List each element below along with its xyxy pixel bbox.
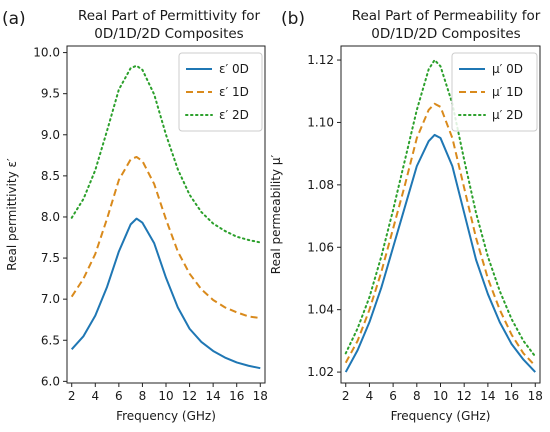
series-line-solid: [70, 217, 261, 370]
y-tick-label: 7.5: [41, 251, 60, 265]
panel-label: (a): [2, 9, 26, 29]
legend-entry-label: ε′ 0D: [219, 62, 249, 76]
y-tick-label: 8.5: [41, 169, 60, 183]
x-axis-label: Frequency (GHz): [116, 409, 216, 423]
legend-entry-label: μ′ 1D: [492, 85, 523, 99]
y-tick-label: 7.0: [41, 292, 60, 306]
x-tick-label: 12: [182, 389, 197, 403]
y-tick-label: 9.5: [41, 87, 60, 101]
series-line-dashed: [344, 102, 536, 367]
series-line-dotted: [344, 59, 537, 358]
legend-box: [178, 52, 263, 132]
x-tick-label: 2: [68, 389, 76, 403]
y-tick-label: 1.02: [307, 365, 334, 379]
series-line-solid: [344, 133, 536, 373]
chart-title-line: 0D/1D/2D Composites: [371, 26, 520, 42]
legend-box: [451, 52, 538, 132]
y-tick-label: 8.0: [41, 210, 60, 224]
y-tick-label: 1.04: [307, 303, 334, 317]
y-tick-label: 10.0: [33, 46, 60, 60]
y-axis-label: Real permeability μ′: [269, 155, 283, 275]
x-tick-label: 18: [253, 389, 268, 403]
x-tick-label: 14: [480, 389, 495, 403]
x-tick-label: 2: [342, 389, 350, 403]
x-tick-label: 12: [457, 389, 472, 403]
y-axis-label: Real permittivity ε′: [5, 158, 19, 271]
x-tick-label: 4: [91, 389, 99, 403]
legend: ε′ 0D ε′ 1D ε′ 2D: [178, 52, 263, 132]
y-tick-label: 6.5: [41, 333, 60, 347]
chart-panel-0: (a) Real Part of Permittivity for 0D/1D/2D…: [2, 8, 268, 423]
y-tick-label: 6.0: [41, 374, 60, 388]
x-tick-label: 16: [504, 389, 519, 403]
x-tick-label: 8: [139, 389, 147, 403]
x-tick-label: 6: [115, 389, 123, 403]
x-tick-label: 10: [433, 389, 448, 403]
chart-panel-1: (b) Real Part of Permeability for 0D/1D/2D…: [269, 8, 543, 423]
panel-label: (b): [281, 9, 305, 29]
x-tick-label: 4: [366, 389, 374, 403]
x-axis-label: Frequency (GHz): [391, 409, 491, 423]
y-tick-label: 1.08: [307, 178, 334, 192]
legend-entry-label: ε′ 2D: [219, 108, 249, 122]
y-tick-label: 1.12: [307, 53, 334, 67]
x-tick-label: 14: [206, 389, 221, 403]
chart-title-line: 0D/1D/2D Composites: [94, 26, 243, 42]
y-tick-label: 9.0: [41, 128, 60, 142]
y-tick-label: 1.06: [307, 240, 334, 254]
x-tick-label: 10: [158, 389, 173, 403]
legend-entry-label: μ′ 2D: [492, 108, 523, 122]
chart-title-line: Real Part of Permeability for: [352, 8, 541, 24]
legend-entry-label: μ′ 0D: [492, 62, 523, 76]
x-tick-label: 18: [528, 389, 543, 403]
x-tick-label: 8: [413, 389, 421, 403]
chart-title-line: Real Part of Permittivity for: [78, 8, 260, 24]
legend: μ′ 0D μ′ 1D μ′ 2D: [451, 52, 538, 132]
y-tick-label: 1.10: [307, 115, 334, 129]
x-tick-label: 16: [229, 389, 244, 403]
x-tick-label: 6: [389, 389, 397, 403]
legend-entry-label: ε′ 1D: [219, 85, 249, 99]
series-line-dashed: [70, 155, 261, 320]
